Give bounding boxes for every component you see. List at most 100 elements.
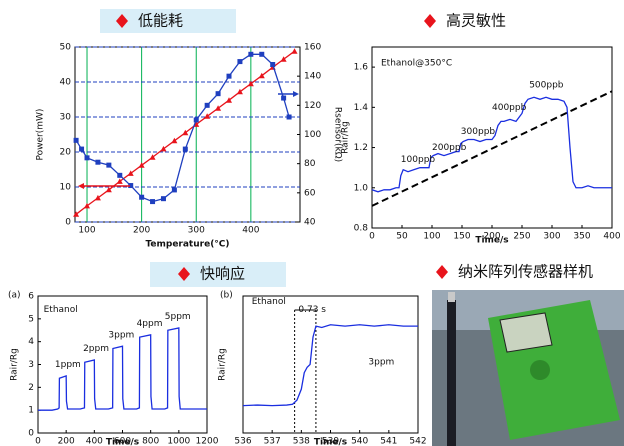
annotation: 400ppb	[492, 103, 527, 113]
marker	[106, 163, 111, 168]
y2-tick-label: 100	[304, 130, 321, 140]
x-tick-label: 537	[264, 437, 281, 446]
x-axis-label: Temperature(°C)	[145, 240, 229, 250]
x-tick-label: 350	[573, 232, 590, 242]
series-line	[76, 54, 289, 201]
marker	[292, 48, 298, 54]
marker	[259, 52, 264, 57]
x-tick-label: 100	[423, 232, 440, 242]
annotation: Ethanol	[252, 297, 286, 307]
section-title: 纳米阵列传感器样机	[458, 263, 593, 281]
annotation: 0.73 s	[298, 305, 326, 315]
marker	[194, 117, 199, 122]
x-axis-label: Time/s	[106, 438, 139, 446]
x-tick-label: 200	[133, 226, 150, 236]
marker	[85, 155, 90, 160]
x-tick-label: 536	[234, 437, 251, 446]
x-tick-label: 0	[35, 437, 41, 446]
marker	[237, 59, 242, 64]
y-tick-label: 6	[28, 292, 34, 302]
marker	[117, 173, 122, 178]
x-tick-label: 542	[409, 437, 426, 446]
annotation: Ethanol	[44, 305, 78, 315]
x-tick-label: 300	[543, 232, 560, 242]
x-tick-label: 150	[453, 232, 470, 242]
y-axis-label: Rair/Rg	[218, 348, 228, 381]
y-tick-label: 5	[28, 314, 34, 324]
y-tick-label: 40	[60, 78, 72, 88]
y2-tick-label: 120	[304, 101, 321, 111]
y-tick-label: 1.0	[354, 183, 369, 193]
y-tick-label: 30	[60, 113, 72, 123]
marker	[183, 147, 188, 152]
x-tick-label: 200	[58, 437, 75, 446]
y-axis-label: Rair/Rg	[341, 121, 351, 154]
photo	[432, 290, 624, 446]
annotation: 500ppb	[529, 81, 564, 91]
section-title: 低能耗	[138, 12, 183, 30]
panel-label: (a)	[8, 291, 21, 301]
y-tick-label: 3	[28, 360, 34, 370]
y-axis-label: Power(mW)	[36, 109, 46, 161]
x-axis-label: Time/s	[314, 438, 347, 446]
y-tick-label: 1.4	[354, 103, 369, 113]
x-tick-label: 400	[86, 437, 103, 446]
annotation: 300ppb	[461, 127, 496, 137]
x-tick-label: 1200	[196, 437, 219, 446]
x-axis-label: Time/s	[475, 236, 508, 246]
y-axis-label: Rair/Rg	[10, 348, 20, 381]
y2-tick-label: 80	[304, 159, 316, 169]
slide: 低能耗 高灵敏性 快响应 纳米阵列传感器样机 10020030040001020…	[0, 0, 624, 446]
plot-frame	[372, 47, 612, 228]
marker	[79, 147, 84, 152]
y-tick-label: 10	[60, 183, 72, 193]
x-tick-label: 50	[396, 232, 408, 242]
annotation: 5ppm	[165, 312, 191, 322]
marker	[248, 52, 253, 57]
y-tick-label: 0	[28, 429, 34, 439]
marker	[172, 187, 177, 192]
marker	[139, 195, 144, 200]
y-tick-label: 0.8	[354, 224, 369, 234]
marker	[216, 91, 221, 96]
section-title: 快响应	[200, 265, 245, 283]
y-tick-label: 1.6	[354, 63, 369, 73]
marker	[74, 138, 79, 143]
y2-tick-label: 40	[304, 218, 316, 228]
y-tick-label: 1.2	[354, 143, 368, 153]
diamond	[424, 14, 436, 28]
marker	[270, 62, 275, 67]
x-tick-label: 540	[351, 437, 368, 446]
x-tick-label: 400	[603, 232, 620, 242]
x-tick-label: 250	[513, 232, 530, 242]
marker	[161, 196, 166, 201]
y2-tick-label: 140	[304, 72, 321, 82]
y2-tick-label: 60	[304, 188, 316, 198]
annotation: 2ppm	[83, 344, 109, 354]
x-tick-label: 300	[188, 226, 205, 236]
y-tick-label: 4	[28, 337, 34, 347]
y-tick-label: 1	[28, 406, 34, 416]
annotation: 100ppb	[401, 155, 436, 165]
arrow-head	[293, 91, 299, 97]
x-tick-label: 0	[369, 232, 375, 242]
diamond	[436, 265, 448, 279]
section-title: 高灵敏性	[446, 12, 506, 30]
arrow-head	[78, 183, 84, 189]
x-tick-label: 538	[293, 437, 310, 446]
y-tick-label: 50	[60, 43, 72, 53]
marker	[205, 103, 210, 108]
marker	[227, 74, 232, 79]
x-tick-label: 100	[78, 226, 95, 236]
annotation: 3ppm	[368, 357, 394, 367]
annotation: 3ppm	[108, 330, 134, 340]
x-tick-label: 541	[380, 437, 397, 446]
panel-label: (b)	[220, 291, 233, 301]
annotation: Ethanol@350°C	[381, 59, 452, 69]
annotation: 1ppm	[55, 360, 81, 370]
y-tick-label: 2	[28, 383, 34, 393]
x-tick-label: 1000	[167, 437, 190, 446]
marker	[287, 115, 292, 120]
y-tick-label: 20	[60, 148, 72, 158]
x-tick-label: 400	[242, 226, 259, 236]
